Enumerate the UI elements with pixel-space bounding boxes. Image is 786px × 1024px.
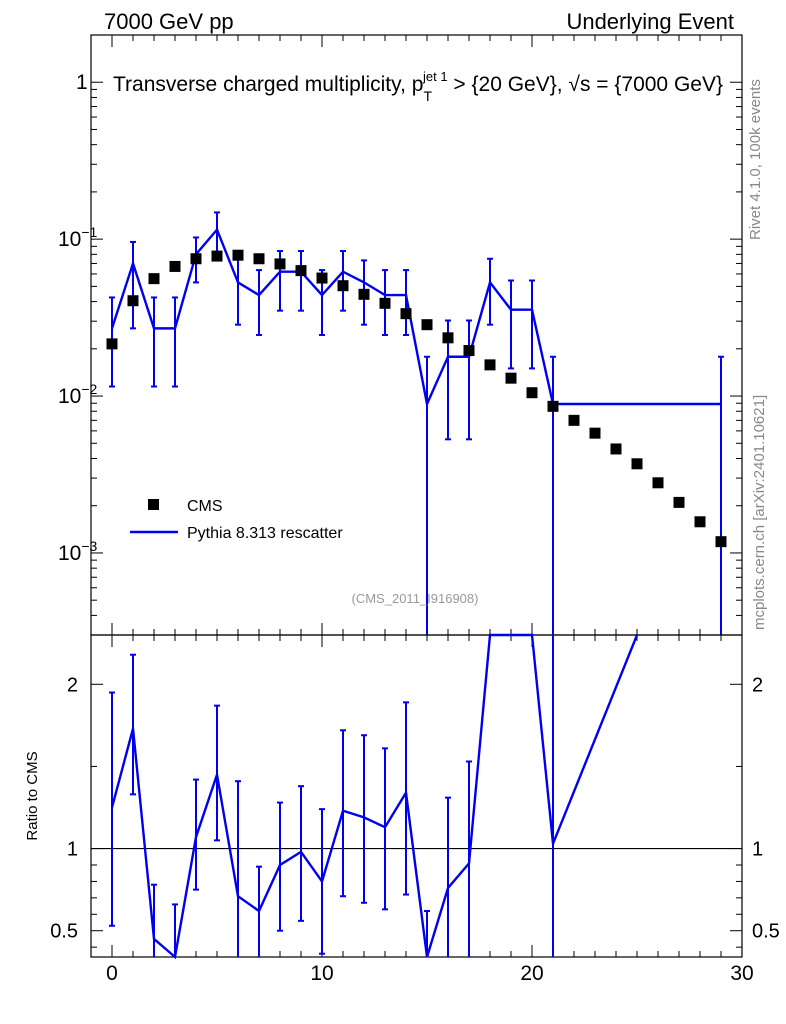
cms-data-point <box>463 345 475 357</box>
rivet-version-label: Rivet 4.1.0, 100k events <box>747 79 764 240</box>
main-y-tick-label: 1 <box>76 71 88 94</box>
cms-data-point <box>547 400 559 412</box>
ratio-y-tick-labels: 0.5 0.5 1 1 2 2 <box>50 674 780 942</box>
cms-data-point <box>400 308 412 320</box>
legend-cms-label: CMS <box>187 498 223 515</box>
x-tick-label: 20 <box>520 962 543 985</box>
cms-data-point <box>232 249 244 261</box>
cms-data-point <box>715 536 727 548</box>
cms-data-point <box>316 272 328 284</box>
header-left: 7000 GeV pp <box>104 9 234 34</box>
cms-data-point <box>505 372 517 384</box>
x-tick-label: 30 <box>730 962 753 985</box>
ratio-y-axis-label: Ratio to CMS <box>24 751 41 840</box>
cms-data-point <box>190 253 202 265</box>
main-y-tick-label: 10−2 <box>58 381 98 408</box>
x-tick-labels: 0 10 20 30 <box>106 962 754 985</box>
cms-data-point <box>526 387 538 399</box>
cms-data-point <box>148 273 160 285</box>
pythia-ratio-line <box>110 633 639 960</box>
pythia-main-series <box>109 211 724 635</box>
main-y-tick-labels: 1 10−1 10−2 10−3 <box>58 71 98 565</box>
ratio-axis-ticks <box>91 635 743 957</box>
ratio-y-tick-label: 2 <box>67 674 78 696</box>
pythia-main-line <box>110 227 721 408</box>
title-main-text: Transverse charged multiplicity, p <box>113 73 423 96</box>
ratio-y-tick-label: 1 <box>67 839 78 861</box>
cms-data-point <box>610 443 622 455</box>
ratio-y-tick-label-right: 1 <box>752 839 763 861</box>
main-panel: 1 10−1 10−2 10−3 Transverse charged multipl… <box>58 34 743 636</box>
cms-data-point <box>442 332 454 344</box>
analysis-label: (CMS_2011_I916908) <box>352 591 479 606</box>
main-panel-frame <box>90 34 743 636</box>
cms-data-point <box>589 427 601 439</box>
mcplots-label: mcplots.cern.ch [arXiv:2401.10621] <box>751 395 768 630</box>
ratio-y-tick-label-right: 2 <box>752 674 763 696</box>
main-y-tick-label: 10−3 <box>58 538 98 565</box>
cms-data-point <box>253 253 265 265</box>
cms-data-point <box>568 414 580 426</box>
title-sqrt-s: √s <box>568 73 590 96</box>
cms-data-point <box>421 319 433 331</box>
ratio-panel: 0.5 0.5 1 1 2 2 0 10 20 30 Ratio to CMS <box>24 633 780 985</box>
cms-data-point <box>379 297 391 309</box>
cms-data-point <box>358 288 370 300</box>
cms-main-series <box>106 249 727 548</box>
cms-data-point <box>295 265 307 277</box>
cms-data-point <box>631 458 643 470</box>
cms-data-point <box>211 250 223 262</box>
cms-data-point <box>337 280 349 292</box>
main-axis-ticks <box>91 34 743 636</box>
x-tick-label: 10 <box>310 962 333 985</box>
cms-data-point <box>274 258 286 270</box>
x-tick-label: 0 <box>106 962 118 985</box>
header-right: Underlying Event <box>566 9 734 34</box>
legend: CMS Pythia 8.313 rescatter <box>130 498 343 542</box>
main-y-tick-label: 10−1 <box>58 224 98 251</box>
main-title: Transverse charged multiplicity, pTjet 1… <box>113 69 723 104</box>
cms-data-point <box>169 260 181 272</box>
pythia-ratio-series <box>109 633 639 960</box>
ratio-panel-frame <box>90 634 743 958</box>
title-energy-text: = {7000 GeV} <box>590 73 723 96</box>
title-superscript: jet 1 <box>422 69 448 84</box>
cms-data-point <box>694 516 706 528</box>
title-cut-text: > {20 GeV}, <box>448 73 569 96</box>
cms-data-point <box>484 359 496 371</box>
cms-data-point <box>106 338 118 350</box>
cms-data-point <box>652 477 664 489</box>
cms-data-point <box>127 295 139 307</box>
ratio-y-tick-label-right: 0.5 <box>752 921 780 943</box>
ratio-y-tick-label: 0.5 <box>50 921 78 943</box>
cms-data-point <box>673 496 685 508</box>
title-subscript: T <box>423 88 432 104</box>
legend-cms-marker <box>148 499 159 510</box>
legend-pythia-label: Pythia 8.313 rescatter <box>187 525 343 542</box>
